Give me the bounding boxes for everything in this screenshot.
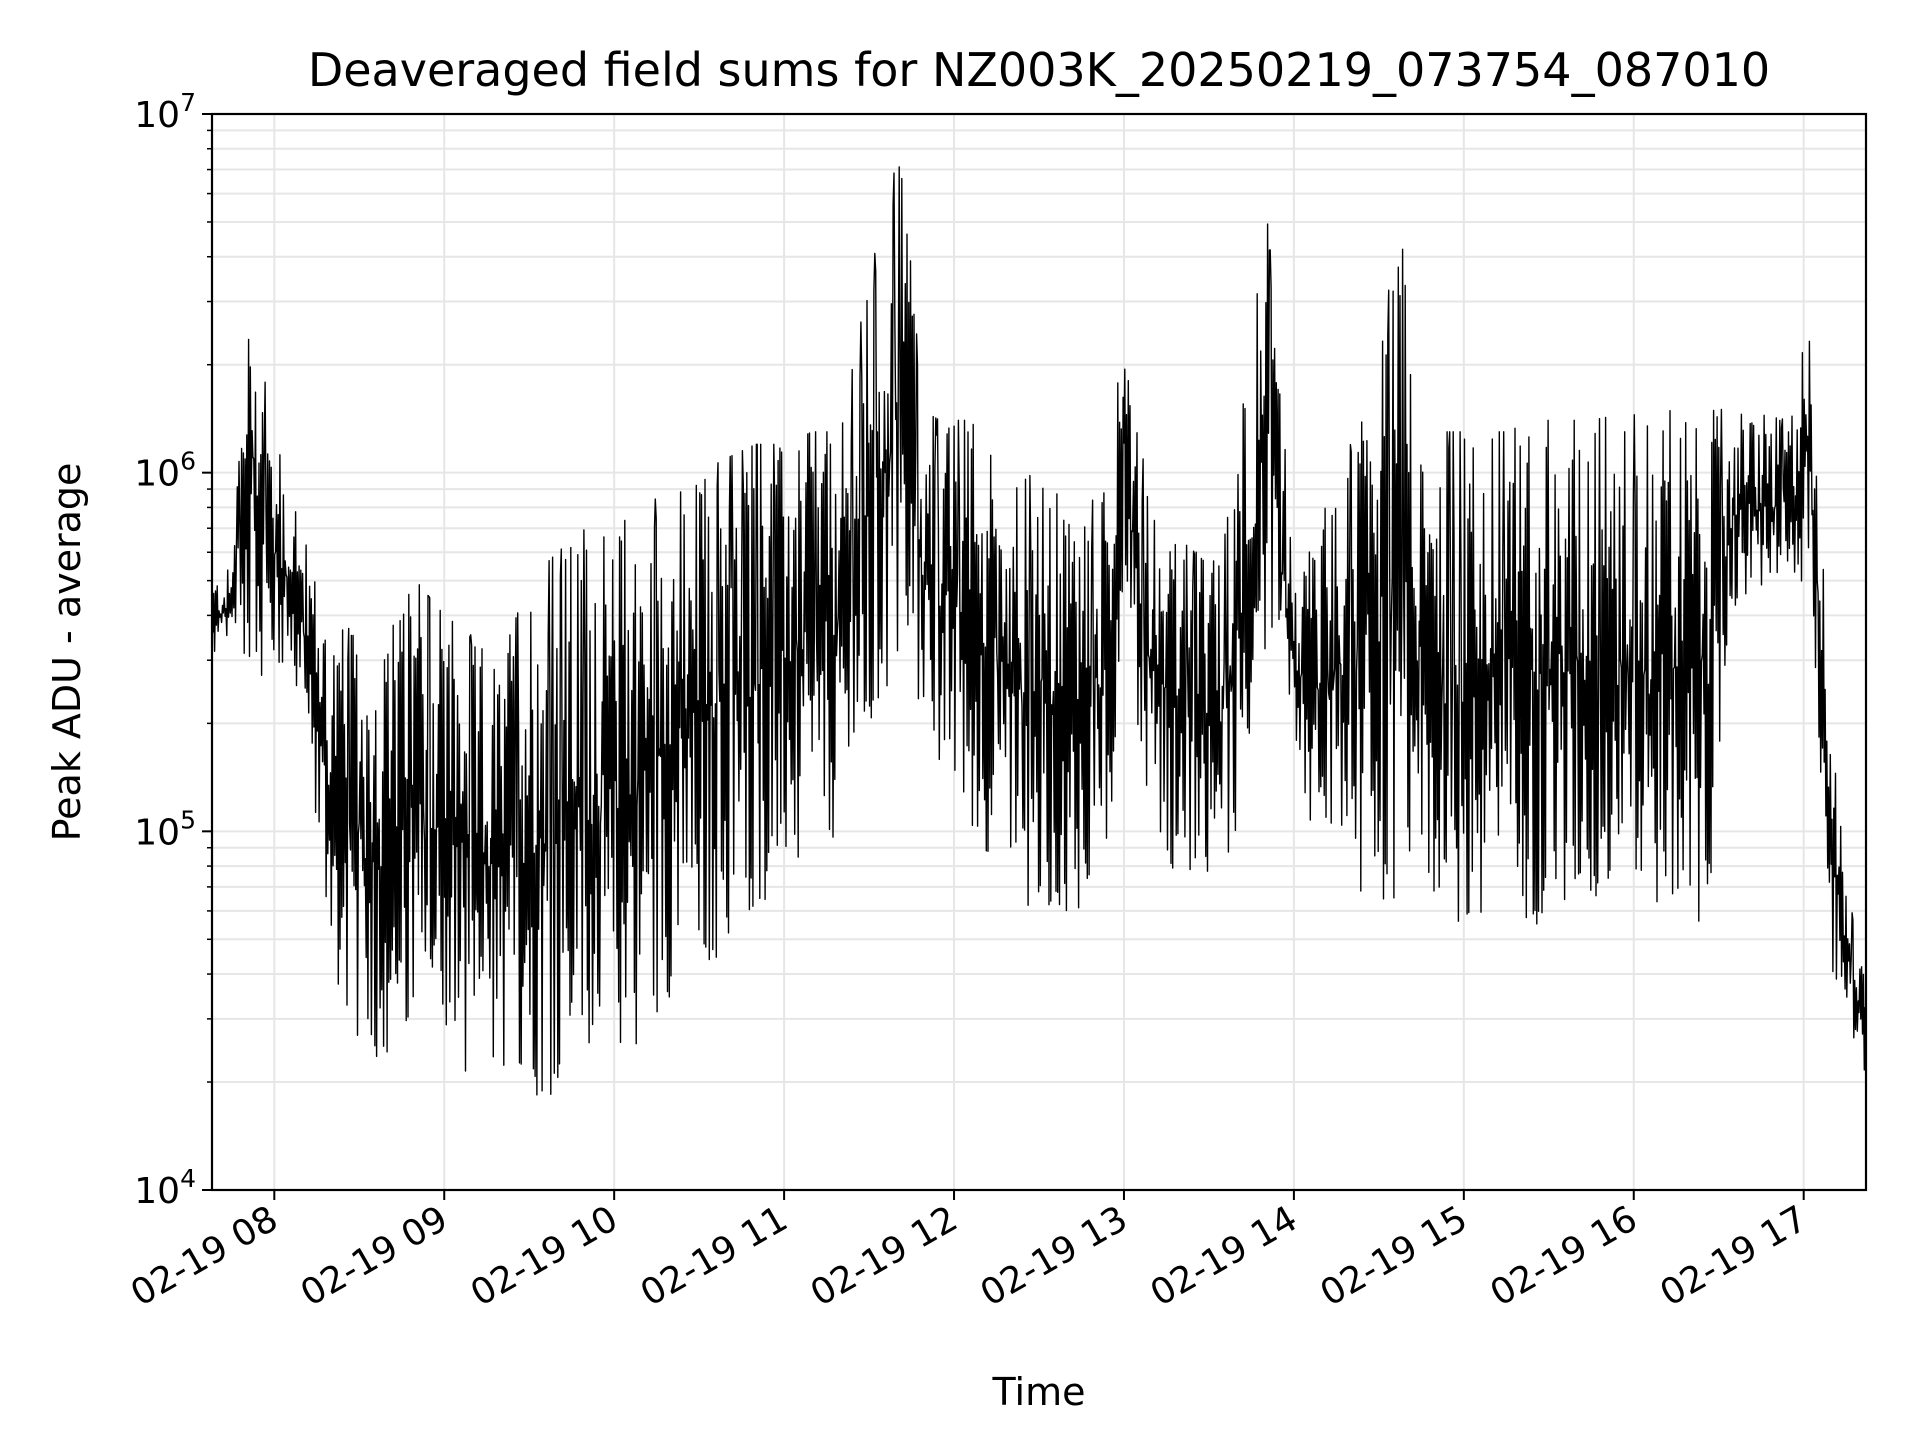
series-line xyxy=(211,166,1867,1096)
y-tick-label: 105 xyxy=(134,805,196,853)
y-tick-label: 106 xyxy=(134,447,196,495)
y-tick-label: 104 xyxy=(134,1164,196,1212)
chart-title: Deaveraged field sums for NZ003K_2025021… xyxy=(308,43,1770,97)
y-tick-label: 107 xyxy=(134,88,196,136)
y-axis-label: Peak ADU - average xyxy=(45,463,89,842)
y-axis-ticks: 104 105 106 107 xyxy=(134,88,212,1212)
series-trace xyxy=(211,166,1867,1096)
x-axis-label: Time xyxy=(992,1370,1086,1414)
plot-frame xyxy=(210,112,1868,1192)
